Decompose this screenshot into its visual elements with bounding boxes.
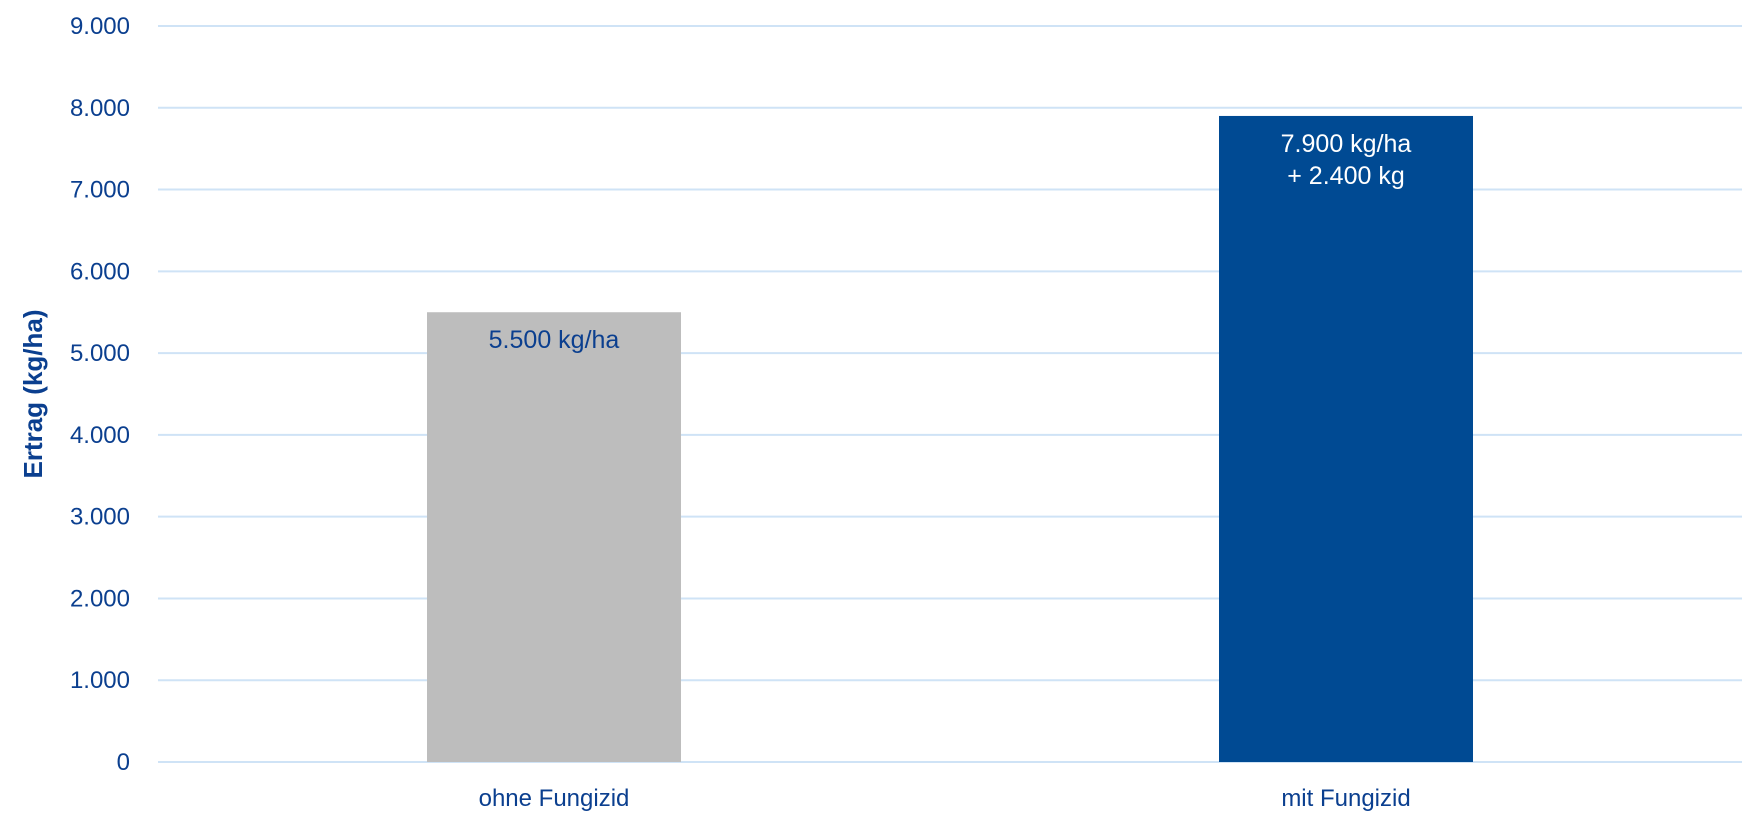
bar-data-label: + 2.400 kg (1287, 162, 1404, 190)
y-axis-title: Ertrag (kg/ha) (18, 309, 48, 478)
y-tick-label: 3.000 (70, 504, 130, 531)
y-tick-label: 9.000 (70, 13, 130, 40)
y-tick-label: 4.000 (70, 422, 130, 449)
y-tick-label: 7.000 (70, 177, 130, 204)
bar-data-label: 5.500 kg/ha (489, 326, 620, 354)
y-tick-label: 5.000 (70, 340, 130, 367)
bar (1219, 115, 1473, 762)
x-axis-category-labels: ohne Fungizid mit Fungizid (479, 785, 1411, 812)
bars: 5.500 kg/ha 7.900 kg/ha + 2.400 kg (427, 115, 1473, 762)
x-category-label: mit Fungizid (1281, 785, 1410, 812)
y-tick-label: 0 (117, 749, 130, 776)
x-category-label: ohne Fungizid (479, 785, 630, 812)
bar-data-label: 7.900 kg/ha (1281, 130, 1412, 158)
y-tick-label: 2.000 (70, 585, 130, 612)
y-tick-label: 1.000 (70, 667, 130, 694)
y-tick-label: 8.000 (70, 95, 130, 122)
grid-lines (158, 25, 1742, 763)
y-axis-tick-labels: 0 1.000 2.000 3.000 4.000 5.000 6.000 7.000 8.00… (70, 13, 130, 776)
y-tick-label: 6.000 (70, 258, 130, 285)
bar (427, 312, 681, 762)
